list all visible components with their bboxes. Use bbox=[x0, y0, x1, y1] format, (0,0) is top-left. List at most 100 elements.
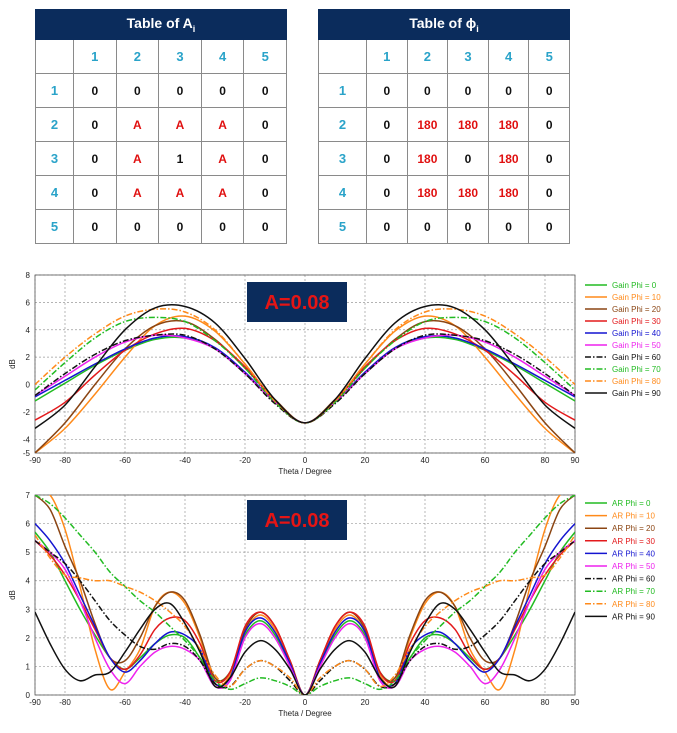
series-line bbox=[35, 304, 575, 429]
table-cell: 1 bbox=[158, 141, 202, 176]
legend-entry: AR Phi = 60 bbox=[612, 575, 655, 584]
series-line bbox=[35, 495, 575, 695]
table-cell: 0 bbox=[158, 209, 202, 244]
legend-entry: Gain Phi = 30 bbox=[612, 317, 661, 326]
legend-entry: Gain Phi = 70 bbox=[612, 365, 661, 374]
legend-entry: AR Phi = 50 bbox=[612, 562, 655, 571]
table-cell: 0 bbox=[73, 141, 117, 176]
series-line bbox=[35, 602, 575, 695]
y-tick-label: -2 bbox=[23, 408, 31, 417]
table-cell: 180 bbox=[406, 175, 449, 210]
y-tick-label: 0 bbox=[26, 691, 31, 700]
series-line bbox=[35, 540, 575, 695]
table-cell: 0 bbox=[528, 73, 570, 108]
table-cell: A bbox=[200, 141, 245, 176]
series-line bbox=[35, 308, 575, 424]
legend-entry: AR Phi = 40 bbox=[612, 549, 655, 558]
table-cell: 0 bbox=[487, 209, 530, 244]
table-cell: A bbox=[115, 107, 160, 142]
table-cell: 0 bbox=[528, 175, 570, 210]
x-tick-label: -80 bbox=[59, 456, 71, 465]
table-cell: 0 bbox=[115, 209, 160, 244]
table-cell: 0 bbox=[243, 209, 287, 244]
y-tick-label: 8 bbox=[26, 271, 31, 280]
legend-entry: AR Phi = 10 bbox=[612, 512, 655, 521]
table-row: 4 0 180 180 180 0 bbox=[318, 175, 570, 210]
y-tick-label: 4 bbox=[26, 326, 31, 335]
legend-entry: Gain Phi = 40 bbox=[612, 329, 661, 338]
table-cell: 0 bbox=[366, 107, 408, 142]
row-header: 2 bbox=[35, 107, 74, 142]
legend-entry: AR Phi = 70 bbox=[612, 587, 655, 596]
x-tick-label: 20 bbox=[361, 698, 370, 707]
table-cell: 180 bbox=[447, 175, 489, 210]
table-row: 3 0 180 0 180 0 bbox=[318, 141, 570, 176]
table-cell: A bbox=[200, 175, 245, 210]
x-tick-label: 80 bbox=[541, 456, 550, 465]
series-line bbox=[35, 523, 575, 695]
column-header: 3 bbox=[158, 39, 202, 74]
table-cell: 0 bbox=[447, 73, 489, 108]
column-header: 4 bbox=[200, 39, 245, 74]
table-cell: A bbox=[115, 175, 160, 210]
table-cell: 0 bbox=[115, 73, 160, 108]
table-cell: 0 bbox=[73, 175, 117, 210]
series-line bbox=[35, 540, 575, 695]
phase-table-title: Table of ϕi bbox=[318, 9, 570, 40]
x-tick-label: 60 bbox=[481, 698, 490, 707]
x-axis-label: Theta / Degree bbox=[278, 709, 332, 718]
legend-entry: Gain Phi = 60 bbox=[612, 353, 661, 362]
table-cell: A bbox=[200, 107, 245, 142]
legend-entry: Gain Phi = 0 bbox=[612, 281, 657, 290]
y-tick-label: 1 bbox=[26, 662, 31, 671]
x-axis-label: Theta / Degree bbox=[278, 467, 332, 476]
row-header: 1 bbox=[35, 73, 74, 108]
y-tick-label: 6 bbox=[26, 520, 31, 529]
table-corner-cell bbox=[35, 39, 74, 74]
annotation-label: A=0.08 bbox=[264, 510, 329, 532]
column-header: 3 bbox=[447, 39, 489, 74]
table-row: 2 0 180 180 180 0 bbox=[318, 107, 570, 142]
row-header: 4 bbox=[35, 175, 74, 210]
y-tick-label: 2 bbox=[26, 353, 31, 362]
phase-table: Table of ϕi 1 2 3 4 5 1 0 0 0 0 0 2 0 180 180 180 0 3 0 180… bbox=[318, 9, 570, 244]
x-tick-label: 20 bbox=[361, 456, 370, 465]
column-header: 1 bbox=[366, 39, 408, 74]
table-cell: 0 bbox=[243, 73, 287, 108]
x-tick-label: -40 bbox=[179, 698, 191, 707]
y-tick-label: 2 bbox=[26, 634, 31, 643]
x-tick-label: 90 bbox=[571, 456, 580, 465]
x-tick-label: 90 bbox=[571, 698, 580, 707]
table-cell: A bbox=[158, 107, 202, 142]
amplitude-table-title-text: Table of A bbox=[126, 15, 193, 32]
x-tick-label: -60 bbox=[119, 698, 131, 707]
legend-entry: AR Phi = 30 bbox=[612, 537, 655, 546]
table-cell: 0 bbox=[243, 107, 287, 142]
table-cell: 180 bbox=[406, 107, 449, 142]
axial-ratio-chart: -90 -80 -60 -40 -20 0 20 40 60 80 90 0 1 2 3 4 5 6 7 Theta … bbox=[8, 491, 655, 718]
table-cell: 0 bbox=[366, 73, 408, 108]
table-cell: 0 bbox=[158, 73, 202, 108]
row-header: 2 bbox=[318, 107, 367, 142]
y-tick-label: -5 bbox=[23, 449, 31, 458]
table-cell: A bbox=[158, 175, 202, 210]
y-tick-label: 5 bbox=[26, 548, 31, 557]
legend-entry: AR Phi = 20 bbox=[612, 524, 655, 533]
annotation-box bbox=[247, 500, 347, 540]
table-cell: 0 bbox=[73, 209, 117, 244]
y-tick-label: 4 bbox=[26, 577, 31, 586]
x-tick-label: -20 bbox=[239, 698, 251, 707]
y-tick-label: 7 bbox=[26, 491, 31, 500]
legend-entry: AR Phi = 0 bbox=[612, 499, 651, 508]
y-axis-label: dB bbox=[8, 359, 17, 369]
table-cell: 0 bbox=[366, 209, 408, 244]
x-tick-label: 80 bbox=[541, 698, 550, 707]
y-axis-label: dB bbox=[8, 590, 17, 600]
annotation-box bbox=[247, 282, 347, 322]
table-cell: 0 bbox=[243, 141, 287, 176]
column-header: 5 bbox=[528, 39, 570, 74]
